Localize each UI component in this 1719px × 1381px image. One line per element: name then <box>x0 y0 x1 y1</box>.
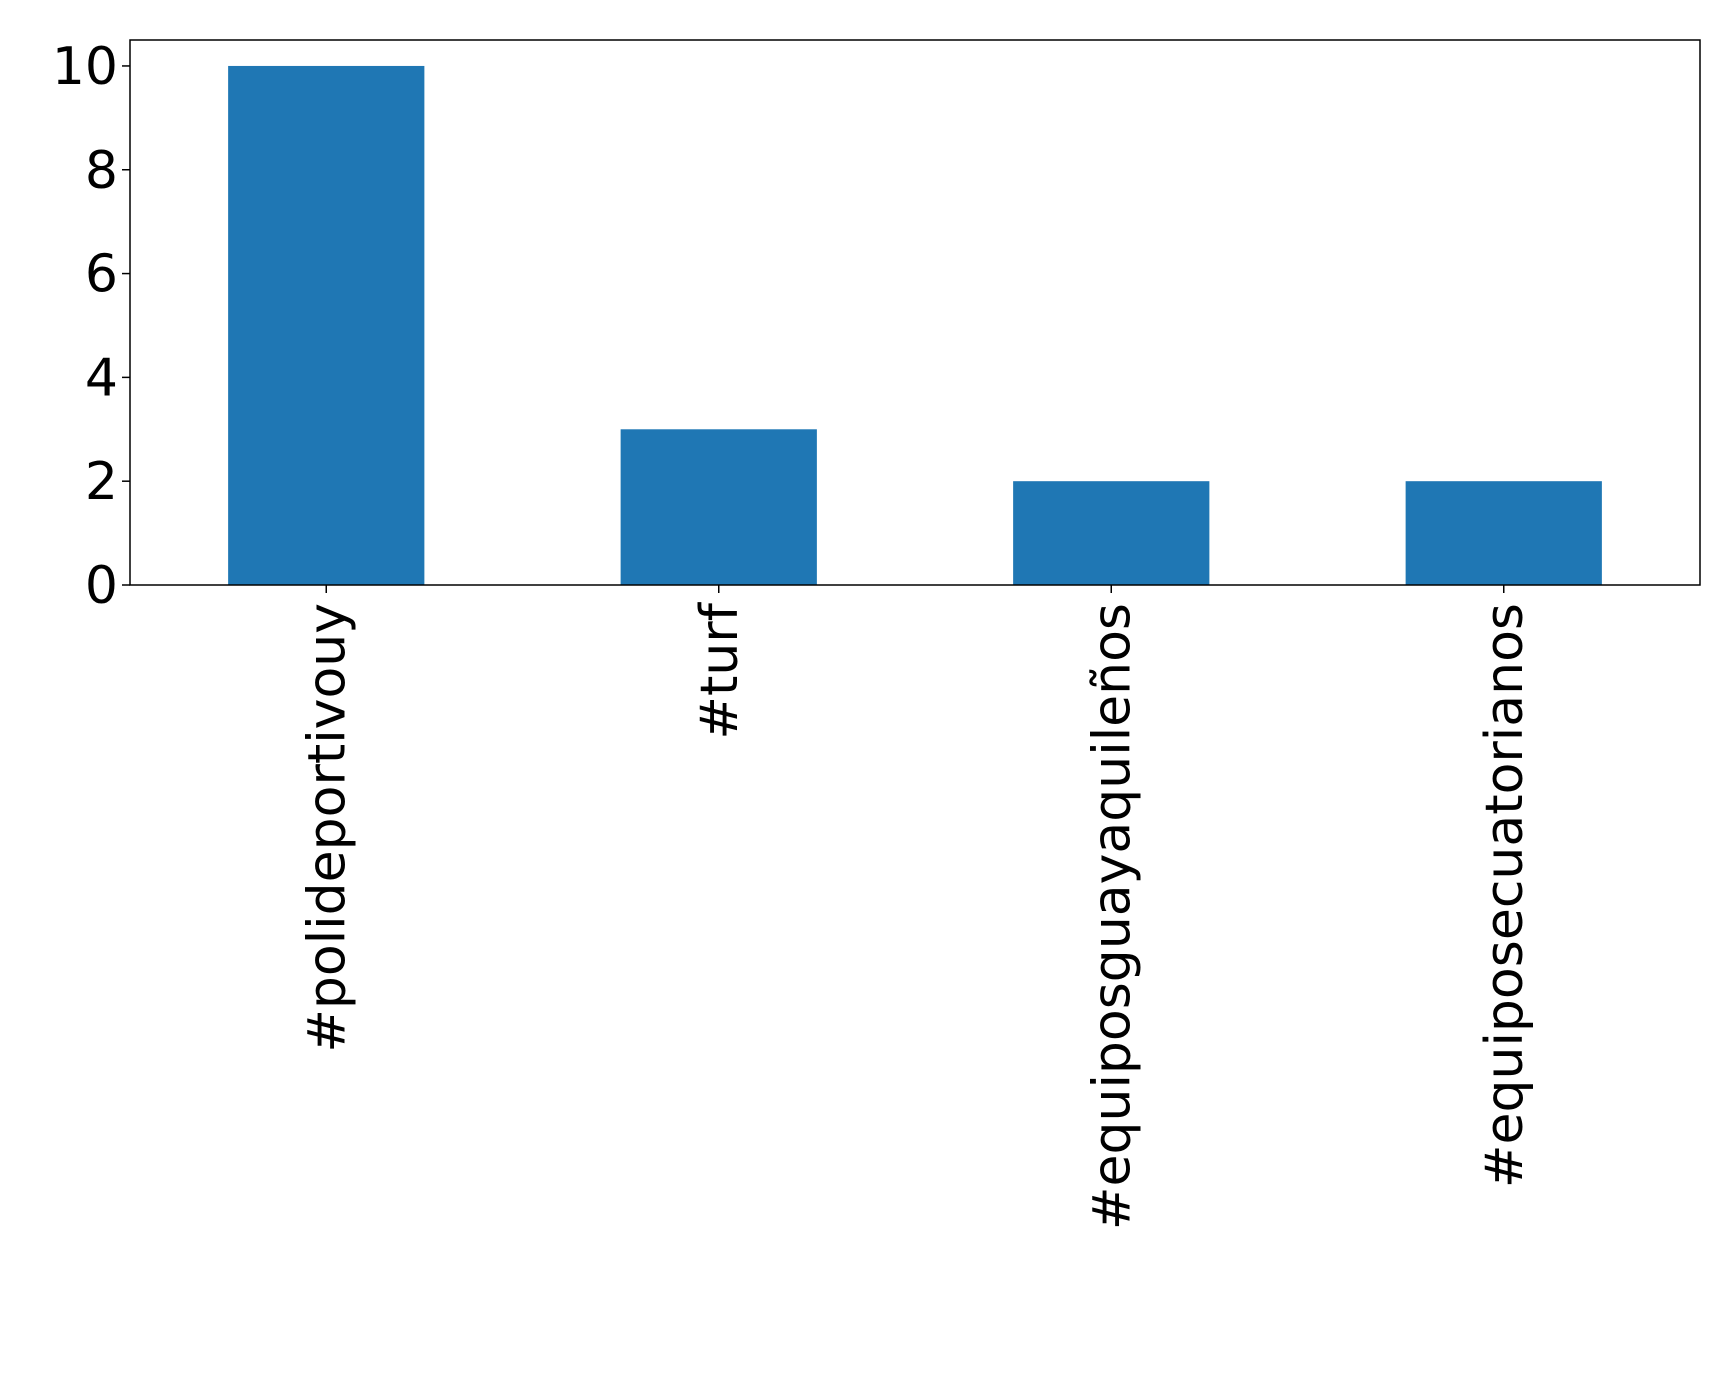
bar <box>1405 481 1602 585</box>
y-tick-label: 6 <box>85 245 118 305</box>
plot-frame <box>129 39 1701 586</box>
y-tick-label: 4 <box>85 348 118 408</box>
x-tick-label: #equiposguayaquileños <box>1082 603 1142 1230</box>
x-tick-label: #equiposecuatorianos <box>1475 603 1535 1188</box>
bar <box>1013 481 1210 585</box>
x-tick-label: #polideportivouy <box>297 603 357 1053</box>
y-tick-label: 0 <box>85 556 118 616</box>
bar <box>228 65 425 585</box>
y-tick-label: 8 <box>85 141 118 201</box>
y-tick-label: 10 <box>52 37 118 97</box>
bar <box>620 429 817 585</box>
y-axis-ticks: 0 2 4 6 8 10 <box>52 37 130 616</box>
y-tick-label: 2 <box>85 452 118 512</box>
x-axis-ticks: #polideportivouy #turf #equiposguayaquileñ… <box>297 585 1535 1230</box>
bars-group <box>228 65 1602 585</box>
x-tick-label: #turf <box>690 601 750 739</box>
